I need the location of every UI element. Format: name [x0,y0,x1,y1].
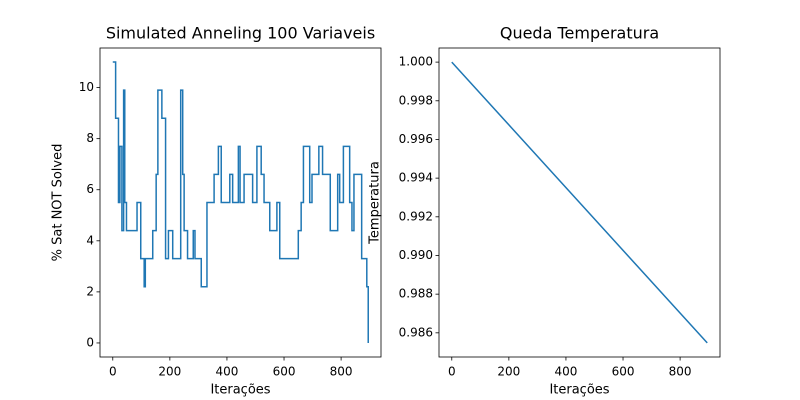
y-tick-label: 4 [86,233,94,247]
data-line [451,61,708,344]
axes-frame [438,47,721,358]
y-tick-label: 0.992 [399,209,433,223]
y-tick-label: 0.988 [399,287,433,301]
axes-frame [99,47,382,358]
y-axis-label: % Sat NOT Solved [51,144,66,262]
x-tick-label: 200 [158,365,181,379]
x-axis-label: Iterações [549,383,609,398]
x-tick-label: 0 [448,365,456,379]
x-tick-label: 0 [109,365,117,379]
y-tick-label: 0.998 [399,93,433,107]
x-tick-label: 400 [215,365,238,379]
x-axis-label: Iterações [210,383,270,398]
y-tick-label: 2 [86,284,94,298]
x-tick-label: 400 [554,365,577,379]
y-tick-label: 0.996 [399,132,433,146]
x-tick-label: 800 [330,365,353,379]
y-tick-label: 8 [86,131,94,145]
y-tick-label: 6 [86,182,94,196]
x-tick-label: 600 [612,365,635,379]
y-tick-label: 0.986 [399,325,433,339]
x-tick-label: 600 [273,365,296,379]
y-tick-label: 0 [86,335,94,349]
y-tick-label: 10 [79,80,94,94]
x-tick-label: 800 [669,365,692,379]
y-tick-label: 1.000 [399,55,433,69]
x-tick-label: 200 [497,365,520,379]
y-axis-label: Temperatura [368,161,383,245]
chart-title: Queda Temperatura [500,24,659,43]
chart-title: Simulated Anneling 100 Variaveis [106,24,375,43]
y-tick-label: 0.994 [399,171,433,185]
data-line [112,61,369,343]
y-tick-label: 0.990 [399,248,433,262]
